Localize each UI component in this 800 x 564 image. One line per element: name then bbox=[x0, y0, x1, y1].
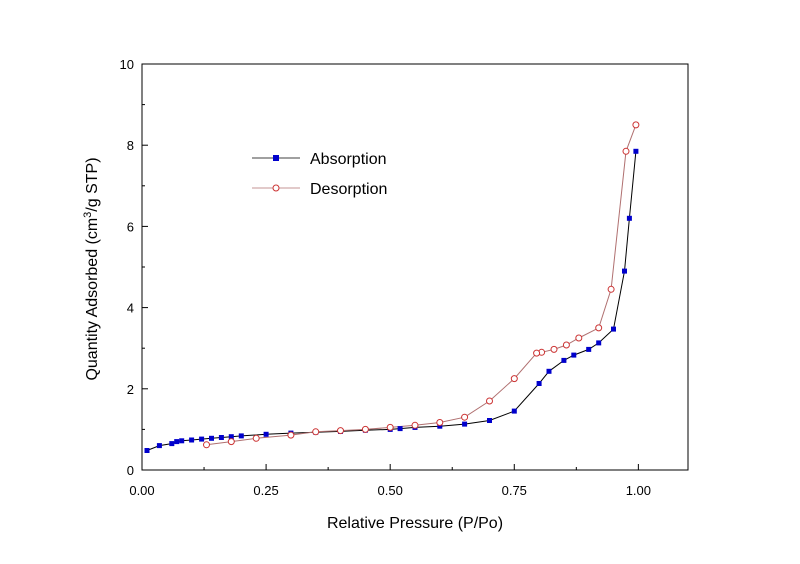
data-point-absorption bbox=[571, 352, 577, 358]
data-point-absorption bbox=[228, 434, 234, 440]
data-point-desorption bbox=[312, 428, 320, 436]
data-point-desorption bbox=[386, 423, 394, 431]
data-point-desorption bbox=[461, 413, 469, 421]
data-point-absorption bbox=[209, 435, 214, 441]
data-point-absorption bbox=[586, 346, 592, 352]
data-point-desorption bbox=[575, 334, 583, 342]
data-point-absorption bbox=[156, 443, 162, 449]
y-tick-label: 4 bbox=[127, 301, 134, 316]
data-point-absorption bbox=[611, 326, 616, 332]
series-lines bbox=[146, 124, 637, 451]
data-point-absorption bbox=[561, 357, 567, 363]
data-point-absorption bbox=[144, 448, 150, 453]
y-tick-label: 6 bbox=[127, 219, 134, 234]
series-line-desorption bbox=[206, 124, 637, 446]
data-point-desorption bbox=[632, 121, 640, 129]
data-point-absorption bbox=[189, 437, 195, 443]
data-point-desorption bbox=[252, 434, 260, 442]
data-point-absorption bbox=[633, 148, 639, 154]
legend-absorption-label: Absorption bbox=[310, 151, 387, 168]
data-point-absorption bbox=[536, 381, 542, 386]
data-point-desorption bbox=[436, 419, 444, 426]
legend-absorption-marker bbox=[273, 155, 279, 161]
data-point-desorption bbox=[337, 427, 344, 435]
data-point-desorption bbox=[287, 431, 295, 439]
series-markers bbox=[144, 121, 640, 453]
data-point-desorption bbox=[411, 421, 419, 429]
legend-item-absorption: Absorption bbox=[252, 151, 387, 168]
data-point-absorption bbox=[169, 441, 175, 447]
legend-item-desorption: Desorption bbox=[252, 181, 387, 198]
data-point-desorption bbox=[562, 341, 570, 349]
data-point-desorption bbox=[622, 147, 630, 155]
data-point-absorption bbox=[622, 268, 627, 274]
axis-ticks bbox=[141, 63, 639, 471]
data-point-desorption bbox=[607, 285, 615, 293]
data-point-desorption bbox=[510, 375, 518, 383]
data-point-absorption bbox=[487, 418, 492, 423]
data-point-absorption bbox=[174, 439, 180, 445]
y-tick-label: 0 bbox=[127, 463, 134, 478]
legend-desorption-marker bbox=[272, 184, 280, 192]
data-point-absorption bbox=[179, 438, 185, 444]
y-axis-title: Quantity Adsorbed (cm3/g STP) bbox=[82, 157, 101, 380]
data-point-absorption bbox=[199, 436, 205, 442]
x-tick-label: 0.75 bbox=[502, 483, 527, 498]
data-point-absorption bbox=[626, 215, 632, 221]
x-axis-title: Relative Pressure (P/Po) bbox=[327, 515, 503, 532]
data-point-absorption bbox=[218, 435, 224, 440]
data-point-desorption bbox=[486, 397, 493, 405]
series-line-absorption bbox=[146, 151, 637, 451]
x-tick-label: 1.00 bbox=[626, 483, 651, 498]
plot-frame bbox=[141, 63, 689, 471]
data-point-absorption bbox=[397, 426, 403, 432]
data-point-absorption bbox=[263, 431, 269, 437]
tick-labels: 0.00 0.25 0.50 0.75 1.00 0 2 4 6 8 10 bbox=[120, 57, 651, 498]
legend: Absorption Desorption bbox=[252, 151, 387, 198]
x-tick-label: 0.50 bbox=[378, 483, 403, 498]
x-tick-label: 0.00 bbox=[129, 483, 154, 498]
y-tick-label: 8 bbox=[127, 138, 134, 153]
data-point-desorption bbox=[361, 425, 369, 433]
data-point-absorption bbox=[511, 408, 517, 414]
data-point-desorption bbox=[227, 438, 235, 446]
data-point-absorption bbox=[437, 423, 443, 429]
data-point-absorption bbox=[596, 340, 602, 346]
legend-desorption-label: Desorption bbox=[310, 181, 387, 198]
data-point-desorption bbox=[203, 441, 210, 449]
data-point-absorption bbox=[546, 368, 552, 374]
x-tick-label: 0.25 bbox=[253, 483, 278, 498]
data-point-absorption bbox=[462, 421, 468, 427]
y-tick-label: 2 bbox=[127, 382, 134, 397]
data-point-desorption bbox=[595, 324, 603, 332]
data-point-absorption bbox=[238, 433, 244, 439]
data-point-desorption bbox=[533, 349, 541, 357]
data-point-desorption bbox=[550, 345, 558, 353]
y-tick-label: 10 bbox=[120, 57, 134, 72]
